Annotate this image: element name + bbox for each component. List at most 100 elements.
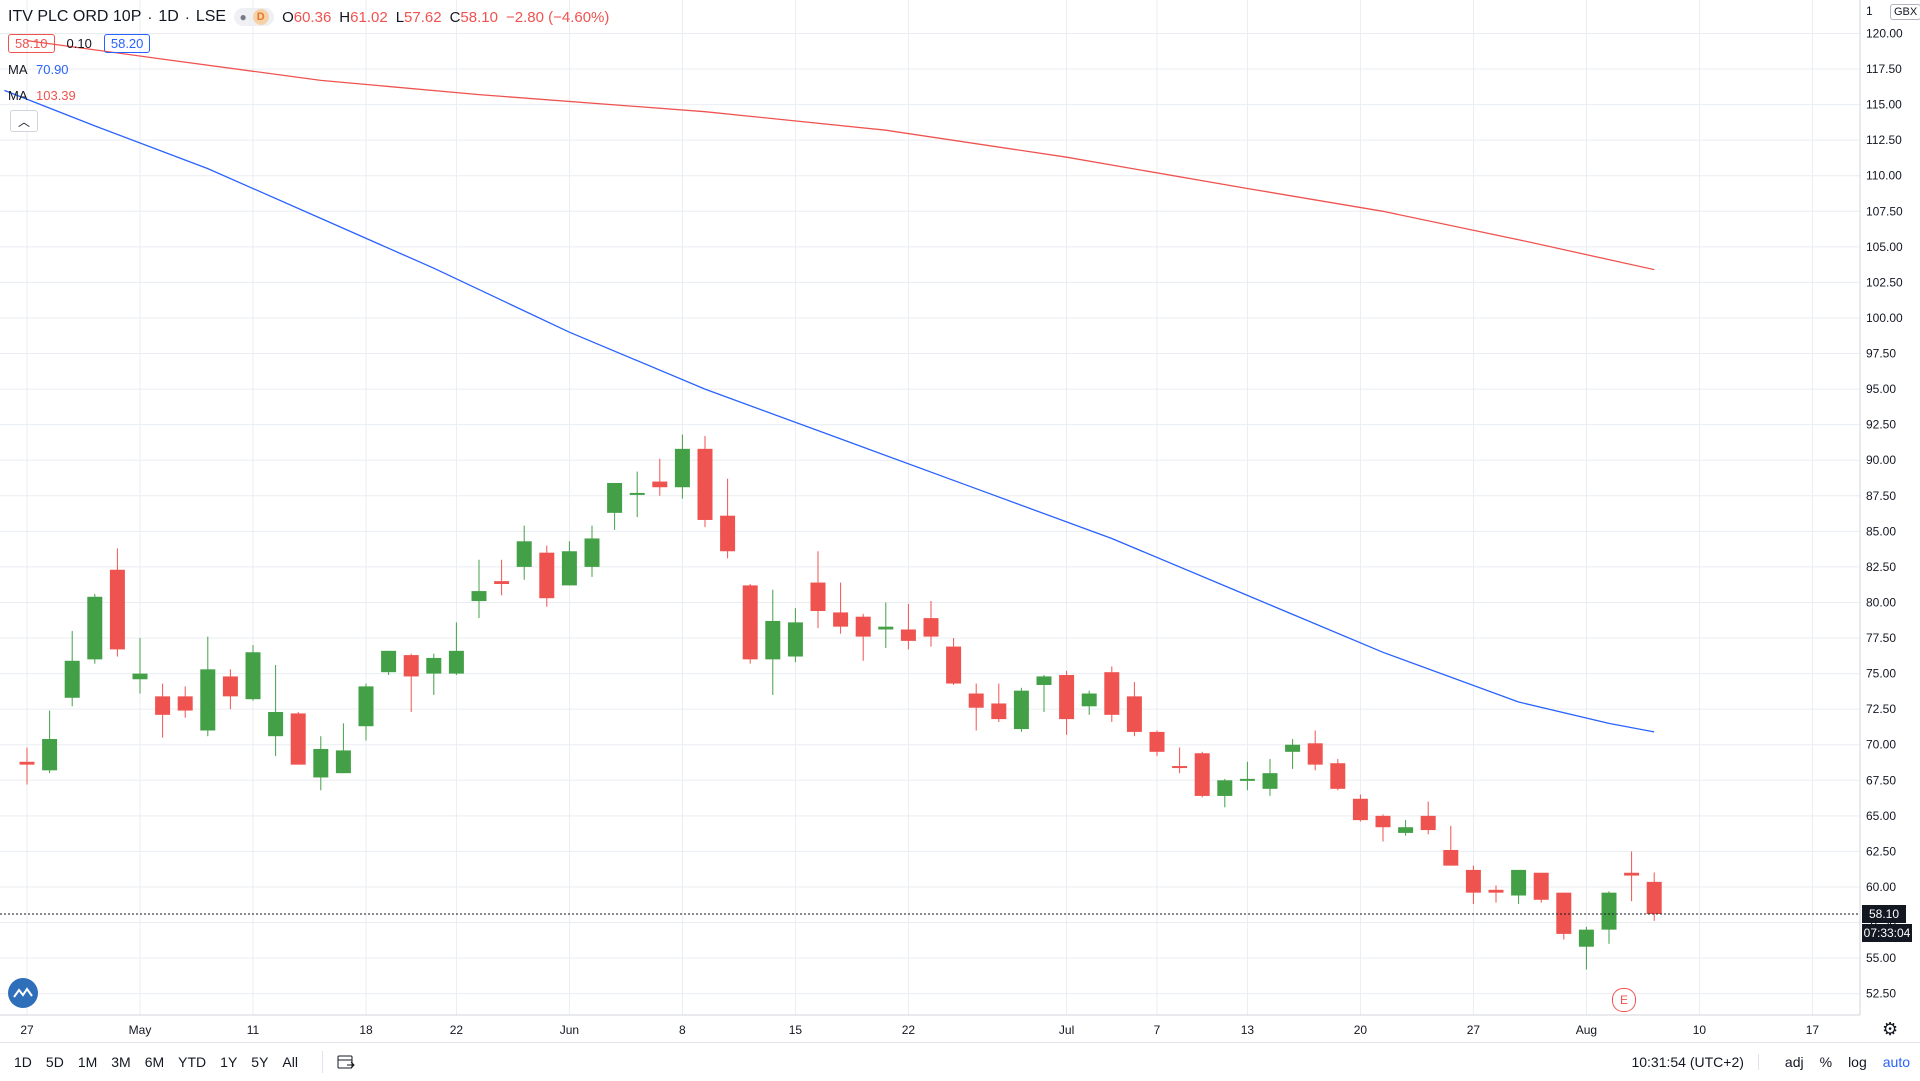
candle: [222, 669, 238, 710]
settings-gear-icon[interactable]: ⚙: [1882, 1019, 1899, 1039]
candle: [1375, 814, 1391, 842]
range-1y-button[interactable]: 1Y: [220, 1054, 238, 1070]
candle: [19, 747, 35, 785]
candle-body: [200, 669, 216, 731]
candle-body: [539, 552, 555, 599]
range-1d-button[interactable]: 1D: [14, 1054, 32, 1070]
bottom-toolbar: 1D 5D 1M 3M 6M YTD 1Y 5Y All 10:31:54 (U…: [0, 1042, 1920, 1081]
candle: [1059, 670, 1075, 735]
candle-body: [1036, 676, 1052, 685]
candle-body: [629, 492, 645, 495]
candle: [1330, 758, 1346, 791]
candle: [200, 636, 216, 737]
candle: [1601, 891, 1617, 944]
candle: [1081, 690, 1097, 715]
percent-toggle[interactable]: %: [1819, 1054, 1833, 1070]
candle-body: [109, 569, 125, 650]
go-to-date-icon[interactable]: [321, 1051, 355, 1073]
time-tick-label: 7: [1154, 1023, 1161, 1037]
candle-body: [652, 481, 668, 488]
candle: [1307, 730, 1323, 771]
price-tick-label: 1: [1866, 4, 1873, 18]
range-1m-button[interactable]: 1M: [77, 1054, 98, 1070]
candle: [855, 613, 871, 661]
candle-body: [720, 515, 736, 552]
open-value: 60.36: [293, 8, 332, 26]
price-tick-label: 92.50: [1866, 418, 1896, 432]
candle-body: [1601, 892, 1617, 930]
candle: [426, 653, 442, 695]
log-toggle[interactable]: log: [1848, 1054, 1867, 1070]
range-6m-button[interactable]: 6M: [144, 1054, 165, 1070]
candle-body: [607, 482, 623, 513]
ma-fast-label: MA: [8, 61, 28, 77]
range-5y-button[interactable]: 5Y: [251, 1054, 269, 1070]
interval[interactable]: 1D: [158, 8, 179, 25]
time-axis[interactable]: 27 May 11 18 22 Jun 8 15 22 Jul 7 13 20 27 Aug 10 17: [0, 1014, 1860, 1037]
auto-toggle[interactable]: auto: [1882, 1054, 1910, 1070]
candle-body: [1217, 780, 1233, 796]
candle-body: [1624, 872, 1640, 876]
candle-body: [19, 761, 35, 765]
candle: [539, 545, 555, 607]
candle: [878, 602, 894, 648]
candle: [1149, 730, 1165, 757]
price-tick-label: 82.50: [1866, 560, 1896, 574]
price-tick-label: 52.50: [1866, 987, 1896, 1001]
open-label: O: [282, 8, 294, 26]
candle-body: [1239, 778, 1255, 781]
candle: [516, 525, 532, 580]
candle-body: [155, 696, 171, 715]
candle: [561, 541, 577, 586]
candle: [1104, 666, 1120, 722]
candle: [42, 710, 58, 774]
bid-price[interactable]: 58.10: [8, 33, 55, 53]
candle: [674, 434, 690, 499]
range-all-button[interactable]: All: [282, 1054, 298, 1070]
currency-tag[interactable]: GBX: [1890, 4, 1920, 20]
adj-toggle[interactable]: adj: [1784, 1054, 1804, 1070]
candle: [1217, 778, 1233, 808]
time-tick-label: 13: [1241, 1023, 1255, 1037]
bar-countdown-tag: 07:33:04: [1862, 924, 1912, 942]
market-status-badge[interactable]: ● D: [234, 8, 275, 26]
ma-fast-legend[interactable]: MA 70.90: [8, 56, 617, 82]
earnings-event-marker[interactable]: E: [1612, 988, 1636, 1012]
close-value: 58.10: [460, 8, 498, 26]
candle-body: [1194, 753, 1210, 796]
price-axis[interactable]: 52.5055.0057.5060.0062.5065.0067.5070.00…: [1859, 0, 1903, 1015]
time-tick-label: May: [129, 1023, 152, 1037]
candle: [629, 471, 645, 518]
range-5d-button[interactable]: 5D: [45, 1054, 64, 1070]
candle: [1646, 872, 1662, 921]
candle: [494, 559, 510, 596]
candle: [810, 551, 826, 629]
price-tick-label: 67.50: [1866, 773, 1896, 787]
collapse-legend-button[interactable]: ︿: [10, 110, 38, 132]
candle: [787, 608, 803, 663]
candle: [1556, 892, 1572, 940]
calendar-arrow-icon: [337, 1055, 355, 1069]
candle-body: [923, 618, 939, 637]
price-tick-label: 107.50: [1866, 204, 1903, 218]
clock[interactable]: 10:31:54 (UTC+2): [1631, 1054, 1759, 1070]
ma-slow-legend[interactable]: MA 103.39: [8, 82, 617, 108]
price-chart[interactable]: 52.5055.0057.5060.0062.5065.0067.5070.00…: [0, 0, 1920, 1042]
exchange: LSE: [195, 8, 227, 25]
ask-price[interactable]: 58.20: [103, 33, 151, 53]
price-tick-label: 65.00: [1866, 809, 1896, 823]
range-3m-button[interactable]: 3M: [111, 1054, 131, 1070]
tradingview-logo-icon[interactable]: [8, 978, 38, 1008]
candle-body: [833, 612, 849, 627]
symbol-name[interactable]: ITV PLC ORD 10P: [8, 8, 142, 25]
ma-slow-path: [26, 39, 1655, 271]
price-tick-label: 105.00: [1866, 240, 1903, 254]
candle: [765, 589, 781, 695]
candle: [1126, 682, 1142, 737]
price-tick-label: 102.50: [1866, 275, 1903, 289]
time-tick-label: Jul: [1059, 1023, 1074, 1037]
candle: [1285, 739, 1301, 769]
candle-body: [1443, 849, 1459, 866]
candle: [720, 478, 736, 559]
range-ytd-button[interactable]: YTD: [178, 1054, 207, 1070]
